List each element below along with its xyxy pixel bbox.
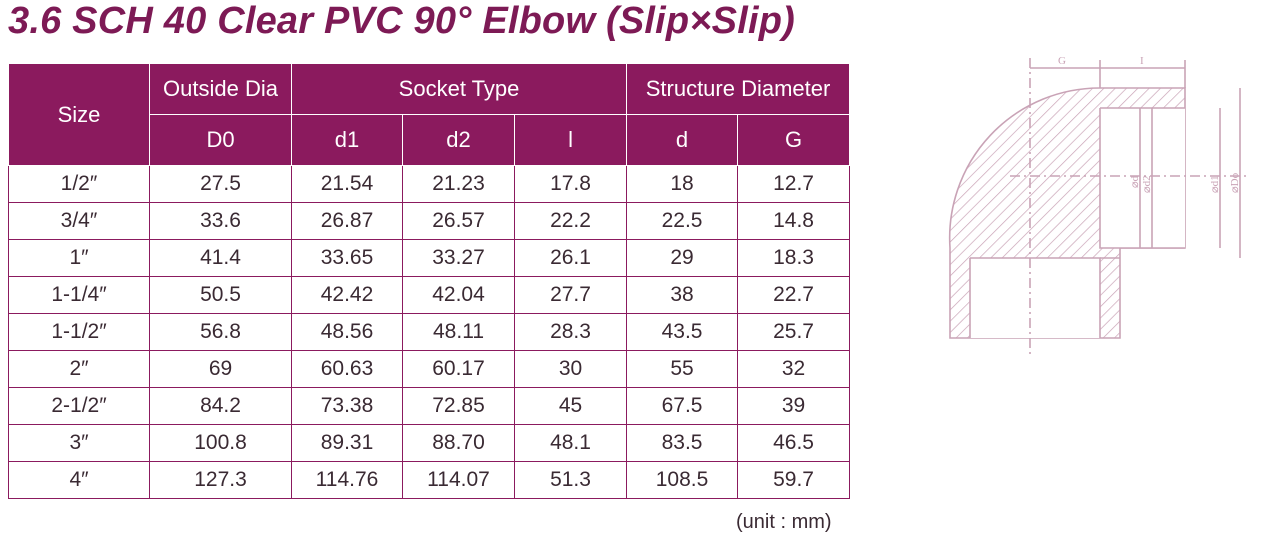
table-cell: 42.42	[291, 276, 403, 314]
table-cell: 108.5	[626, 461, 739, 499]
table-cell: 21.54	[291, 165, 403, 203]
table-cell: 89.31	[291, 424, 403, 462]
table-cell: 2″	[8, 350, 150, 388]
table-cell: 51.3	[513, 461, 628, 499]
table-cell: 14.8	[737, 202, 851, 240]
header-g: G	[737, 114, 851, 166]
table-cell: 4″	[8, 461, 150, 499]
table-cell: 38	[626, 276, 739, 314]
header-d1: d1	[291, 114, 403, 166]
table-cell: 59.7	[737, 461, 851, 499]
table-row: 3/4″ 33.6 26.87 26.57 22.2 22.5 14.8	[8, 202, 851, 240]
table-cell: 1-1/2″	[8, 313, 150, 351]
label-d1: ⌀d1	[1209, 175, 1221, 193]
table-cell: 48.11	[402, 313, 515, 351]
table-cell: 26.1	[513, 239, 628, 277]
table-cell: 3/4″	[8, 202, 150, 240]
table-cell: 50.5	[149, 276, 292, 314]
table-cell: 72.85	[402, 387, 515, 425]
table-cell: 22.5	[626, 202, 739, 240]
header-l: l	[513, 114, 628, 166]
table-row: 4″ 127.3 114.76 114.07 51.3 108.5 59.7	[8, 461, 851, 499]
table-cell: 60.17	[402, 350, 515, 388]
table-cell: 60.63	[291, 350, 403, 388]
header-structure-diameter: Structure Diameter	[626, 63, 851, 115]
table-cell: 27.5	[149, 165, 292, 203]
table-cell: 33.27	[402, 239, 515, 277]
table-cell: 3″	[8, 424, 150, 462]
header-socket-type: Socket Type	[290, 63, 628, 115]
table-cell: 1/2″	[8, 165, 150, 203]
label-d: ⌀d	[1129, 175, 1141, 188]
table-cell: 1″	[8, 239, 150, 277]
table-cell: 22.7	[737, 276, 851, 314]
table-cell: 84.2	[149, 387, 292, 425]
table-cell: 18.3	[737, 239, 851, 277]
vertical-socket	[970, 258, 1100, 338]
table-cell: 41.4	[149, 239, 292, 277]
header-d2: d2	[402, 114, 515, 166]
table-row: 1-1/2″ 56.8 48.56 48.11 28.3 43.5 25.7	[8, 313, 851, 351]
table-cell: 33.65	[291, 239, 403, 277]
table-row: 1/2″ 27.5 21.54 21.23 17.8 18 12.7	[8, 165, 851, 203]
unit-note: (unit : mm)	[736, 511, 832, 533]
table-cell: 55	[626, 350, 739, 388]
table-cell: 73.38	[291, 387, 403, 425]
table-cell: 18	[626, 165, 739, 203]
table-body: 1/2″ 27.5 21.54 21.23 17.8 18 12.7 3/4″ 33.6 26.8…	[8, 165, 851, 499]
table-cell: 21.23	[402, 165, 515, 203]
table-cell: 26.87	[291, 202, 403, 240]
table-cell: 56.8	[149, 313, 292, 351]
header-d: d	[626, 114, 739, 166]
table-row: 3″ 100.8 89.31 88.70 48.1 83.5 46.5	[8, 424, 851, 462]
table-cell: 28.3	[513, 313, 628, 351]
table-cell: 43.5	[626, 313, 739, 351]
table-cell: 1-1/4″	[8, 276, 150, 314]
table-row: 2″ 69 60.63 60.17 30 55 32	[8, 350, 851, 388]
table-cell: 26.57	[402, 202, 515, 240]
label-d2: ⌀d2	[1141, 175, 1153, 193]
header-d0: D0	[149, 114, 292, 166]
table-cell: 22.2	[513, 202, 628, 240]
page-title: 3.6 SCH 40 Clear PVC 90° Elbow (Slip×Sli…	[8, 0, 796, 42]
table-cell: 127.3	[149, 461, 292, 499]
horizontal-socket	[1100, 108, 1185, 248]
socket-outline-h	[1099, 107, 1185, 249]
table-cell: 48.56	[291, 313, 403, 351]
table-cell: 39	[737, 387, 851, 425]
label-g: G	[1058, 55, 1066, 67]
table-cell: 29	[626, 239, 739, 277]
table-cell: 48.1	[513, 424, 628, 462]
dimension-table: Size Outside Dia Socket Type Structure D…	[8, 63, 851, 499]
table-cell: 2-1/2″	[8, 387, 150, 425]
table-cell: 114.76	[291, 461, 403, 499]
label-l: I	[1140, 55, 1144, 67]
table-cell: 88.70	[402, 424, 515, 462]
label-do: ⌀Do	[1229, 172, 1241, 193]
elbow-cross-section-drawing: G I ⌀d ⌀d2 ⌀d1 ⌀Do	[948, 55, 1250, 358]
table-cell: 114.07	[402, 461, 515, 499]
table-row: 2-1/2″ 84.2 73.38 72.85 45 67.5 39	[8, 387, 851, 425]
table-cell: 46.5	[737, 424, 851, 462]
table-row: 1″ 41.4 33.65 33.27 26.1 29 18.3	[8, 239, 851, 277]
table-row: 1-1/4″ 50.5 42.42 42.04 27.7 38 22.7	[8, 276, 851, 314]
table-cell: 32	[737, 350, 851, 388]
table-cell: 83.5	[626, 424, 739, 462]
table-cell: 27.7	[513, 276, 628, 314]
header-outside-dia: Outside Dia	[149, 63, 292, 115]
table-cell: 17.8	[513, 165, 628, 203]
table-cell: 100.8	[149, 424, 292, 462]
table-cell: 30	[513, 350, 628, 388]
table-cell: 67.5	[626, 387, 739, 425]
table-cell: 42.04	[402, 276, 515, 314]
header-size: Size	[8, 63, 150, 166]
table-cell: 12.7	[737, 165, 851, 203]
table-cell: 33.6	[149, 202, 292, 240]
table-cell: 45	[513, 387, 628, 425]
table-cell: 69	[149, 350, 292, 388]
table-cell: 25.7	[737, 313, 851, 351]
